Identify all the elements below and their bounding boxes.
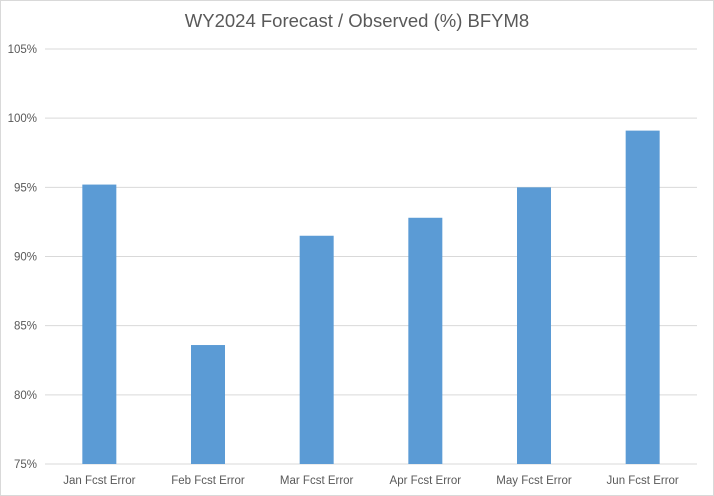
- bar: [82, 184, 117, 465]
- x-tick-label: Apr Fcst Error: [390, 475, 462, 487]
- bar: [299, 235, 334, 464]
- x-tick-label: Jan Fcst Error: [63, 475, 135, 487]
- x-tick-label: Jun Fcst Error: [607, 475, 679, 487]
- x-tick-label: Feb Fcst Error: [171, 475, 245, 487]
- y-axis-tick-labels: 75% 80% 85% 90% 95% 100% 105%: [8, 44, 37, 471]
- x-tick-label: Mar Fcst Error: [280, 475, 354, 487]
- y-tick-label: 100%: [8, 113, 37, 125]
- bar: [408, 217, 443, 464]
- x-axis-tick-labels: Jan Fcst Error Feb Fcst Error Mar Fcst Err…: [63, 475, 679, 487]
- y-tick-label: 90%: [14, 252, 37, 264]
- chart-title: WY2024 Forecast / Observed (%) BFYM8: [185, 10, 529, 31]
- y-tick-label: 75%: [14, 459, 37, 471]
- x-tick-label: May Fcst Error: [496, 475, 572, 487]
- y-tick-label: 85%: [14, 321, 37, 333]
- y-tick-label: 80%: [14, 390, 37, 402]
- bar: [517, 187, 551, 465]
- gridlines: [45, 48, 697, 465]
- bar: [191, 345, 225, 464]
- bars: [82, 130, 660, 465]
- y-tick-label: 95%: [14, 182, 37, 194]
- bar: [625, 130, 660, 464]
- y-tick-label: 105%: [8, 44, 37, 56]
